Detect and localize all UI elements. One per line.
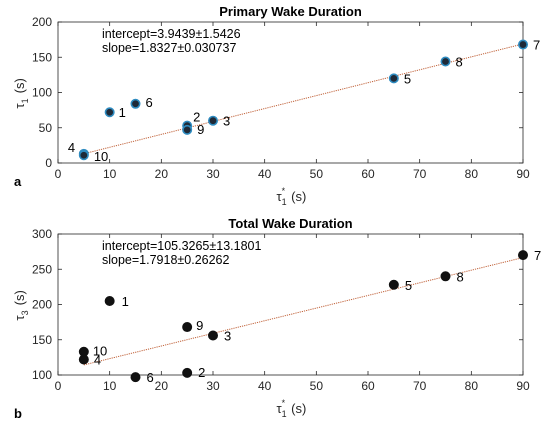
x-tick-label: 80 [465,379,479,393]
panel-label: b [14,406,22,421]
point-label: 9 [197,122,204,137]
point-label: 1 [119,105,126,120]
data-point [388,73,399,84]
chart-panel-a: 0 10 20 30 40 50 60 70 80 90 0 50 100 150 200 1 2 3 4 5 6 7 8 9… [12,4,540,207]
chart-title: Total Wake Duration [228,216,352,231]
x-tick-label: 90 [516,379,530,393]
x-tick-label: 0 [55,379,62,393]
plot-frame [57,21,524,164]
data-point [182,367,193,378]
x-tick-label: 30 [206,379,220,393]
x-tick-label: 30 [206,167,220,181]
data-point [130,372,141,383]
x-axis-label: τ1* (s) [277,398,307,419]
point-label: 1 [122,294,129,309]
point-label: 8 [457,269,464,284]
x-axis-label: τ1* (s) [277,186,307,207]
data-point [78,346,89,357]
data-point [440,271,451,282]
data-point [104,295,115,306]
point-label: 6 [146,95,153,110]
y-tick-label: 250 [32,262,52,276]
x-tick-label: 80 [465,167,479,181]
y-tick-label: 50 [39,121,53,135]
y-tick-label: 200 [32,15,52,29]
x-tick-label: 10 [103,167,117,181]
y-tick-label: 0 [45,156,52,170]
x-tick-label: 40 [258,167,272,181]
point-label: 8 [456,54,463,69]
point-label: 6 [147,370,154,385]
y-axis-label: τ1(s) [12,78,30,108]
point-label: 5 [404,71,411,86]
point-label: 4 [94,352,101,367]
fit-annotation: slope=1.8327±0.030737 [102,41,236,55]
x-tick-label: 20 [155,379,169,393]
point-label: 7 [534,248,541,263]
x-tick-label: 40 [258,379,272,393]
data-point [182,322,193,333]
x-tick-label: 70 [413,167,427,181]
data-point [388,279,399,290]
point-label: 2 [198,365,205,380]
point-label: 7 [533,38,540,53]
data-point [208,115,219,126]
x-tick-label: 50 [310,167,324,181]
x-tick-label: 60 [361,379,375,393]
data-point [517,250,528,261]
data-point [104,107,115,118]
point-label: 5 [405,278,412,293]
x-tick-label: 10 [103,379,117,393]
data-point [78,150,89,161]
point-label: 9 [196,318,203,333]
point-label: 10 [93,344,107,359]
data-point [208,330,219,341]
x-tick-label: 70 [413,379,427,393]
data-point [440,56,451,67]
fit-annotation: slope=1.7918±0.26262 [102,253,230,267]
x-tick-label: 90 [516,167,530,181]
panel-label: a [14,174,22,189]
data-point [517,39,528,50]
point-label: 2 [193,110,200,125]
y-axis-label: τ3(s) [12,290,30,320]
fit-annotation: intercept=105.3265±13.1801 [102,239,261,253]
y-tick-label: 150 [32,333,52,347]
point-label: 3 [223,114,230,129]
fit-annotation: intercept=3.9439±1.5426 [102,27,241,41]
x-tick-label: 60 [361,167,375,181]
x-tick-label: 50 [310,379,324,393]
x-tick-label: 0 [55,167,62,181]
point-label: 4 [68,140,75,155]
data-point [182,124,193,135]
chart-panel-b: 0 10 20 30 40 50 60 70 80 90 100 150 200 250 300 1 2 3 4 5 6… [12,216,541,421]
y-tick-label: 200 [32,298,52,312]
y-tick-label: 300 [32,227,52,241]
y-tick-label: 100 [32,368,52,382]
point-label: 10 [94,149,108,164]
data-point [130,98,141,109]
point-label: 3 [224,329,231,344]
y-tick-label: 150 [32,50,52,64]
y-tick-label: 100 [32,86,52,100]
x-tick-label: 20 [155,167,169,181]
chart-title: Primary Wake Duration [219,4,362,19]
